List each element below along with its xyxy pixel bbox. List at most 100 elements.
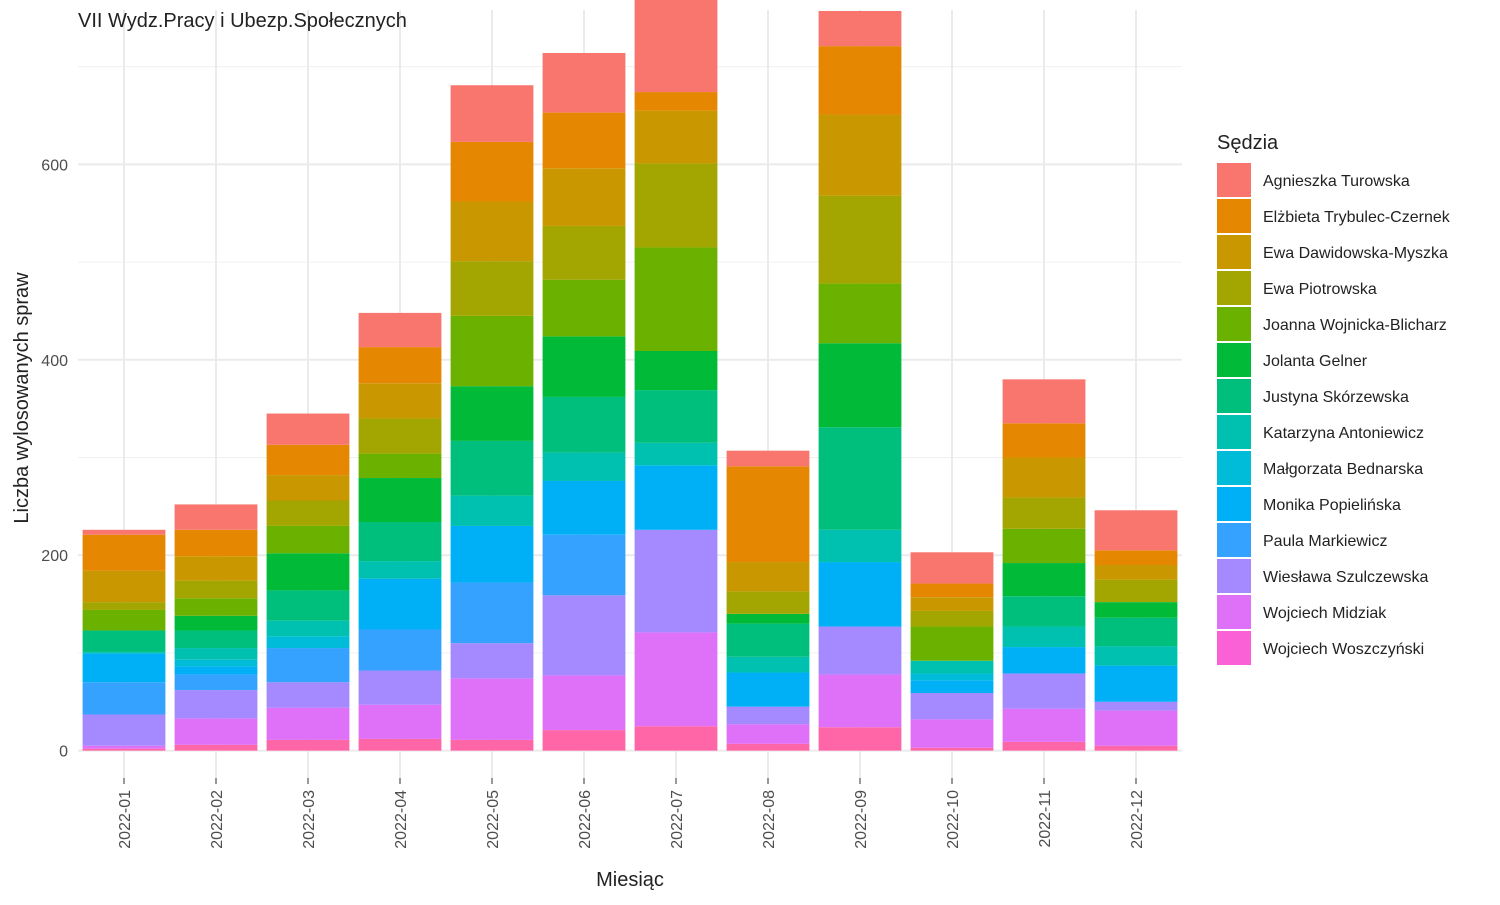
- bar-segment: [542, 112, 626, 169]
- bar-segment: [726, 672, 810, 707]
- legend-key: [1217, 163, 1251, 197]
- bar-segment: [82, 570, 166, 603]
- bar-segment: [82, 653, 166, 683]
- bar-segment: [910, 680, 994, 693]
- bar-segment: [1094, 745, 1178, 751]
- bar-segment: [266, 553, 350, 591]
- y-tick-label: 200: [41, 548, 68, 565]
- x-tick-label: 2022-06: [577, 790, 594, 849]
- bar-segment: [818, 427, 902, 530]
- legend-label: Wojciech Woszczyński: [1263, 641, 1424, 658]
- bar-segment: [82, 529, 166, 535]
- legend-key: [1217, 199, 1251, 233]
- bar-segment: [818, 626, 902, 675]
- bar-segment: [266, 590, 350, 621]
- bar-segment: [726, 591, 810, 614]
- legend-key: [1217, 451, 1251, 485]
- bar-segment: [450, 678, 534, 740]
- bar-segment: [82, 748, 166, 751]
- bar-segment: [634, 92, 718, 111]
- legend-key: [1217, 343, 1251, 377]
- bar-segment: [1094, 510, 1178, 551]
- bar-segment: [174, 556, 258, 581]
- bar-segment: [634, 247, 718, 352]
- legend-label: Paula Markiewicz: [1263, 533, 1387, 550]
- bar-segment: [174, 529, 258, 557]
- bar-segment: [174, 690, 258, 719]
- bar-segment: [450, 85, 534, 142]
- bar-segment: [542, 52, 626, 113]
- bar-segment: [82, 652, 166, 654]
- bar-segment: [542, 279, 626, 337]
- bar-segment: [818, 562, 902, 627]
- bar-segment: [818, 343, 902, 428]
- bar-segment: [1094, 710, 1178, 746]
- bar-segment: [818, 674, 902, 728]
- bar-segment: [174, 659, 258, 667]
- bar-segment: [266, 475, 350, 501]
- bar-segment: [726, 623, 810, 657]
- bar-segment: [450, 525, 534, 583]
- bar-segment: [174, 674, 258, 691]
- bar-segment: [174, 744, 258, 751]
- bar-segment: [1094, 579, 1178, 603]
- bar-segment: [82, 534, 166, 571]
- bar-segment: [82, 745, 166, 749]
- bar-segment: [818, 529, 902, 563]
- bar-segment: [450, 141, 534, 202]
- legend-key: [1217, 271, 1251, 305]
- bar-segment: [1002, 708, 1086, 742]
- bar-segment: [450, 315, 534, 387]
- bar-segment: [1002, 673, 1086, 709]
- bar-segment: [1094, 665, 1178, 702]
- bar-segment: [358, 561, 442, 579]
- bar-segment: [1094, 602, 1178, 618]
- bar-segment: [266, 707, 350, 740]
- bar-segment: [910, 673, 994, 681]
- y-tick-label: 0: [59, 744, 68, 761]
- legend-key: [1217, 307, 1251, 341]
- bar-segment: [542, 730, 626, 751]
- bar-segment: [634, 0, 718, 93]
- bar-segment: [542, 534, 626, 596]
- bar-segment: [726, 724, 810, 744]
- bar-segment: [726, 613, 810, 624]
- legend-label: Elżbieta Trybulec-Czernek: [1263, 209, 1451, 226]
- x-axis-label: Miesiąc: [596, 869, 664, 891]
- x-tick-label: 2022-08: [761, 790, 778, 849]
- bar-segment: [634, 465, 718, 530]
- bar-segment: [266, 413, 350, 445]
- bar-segment: [542, 675, 626, 731]
- bar-segment: [1002, 626, 1086, 648]
- chart-title: VII Wydz.Pracy i Ubezp.Społecznych: [78, 10, 407, 32]
- y-axis: 0 200 400 600: [41, 157, 68, 760]
- legend-label: Wiesława Szulczewska: [1263, 569, 1428, 586]
- bar-segment: [1002, 497, 1086, 529]
- legend-label: Monika Popielińska: [1263, 497, 1401, 514]
- legend-label: Małgorzata Bednarska: [1263, 461, 1423, 478]
- bar-segment: [542, 480, 626, 535]
- legend-label: Ewa Dawidowska-Myszka: [1263, 245, 1448, 262]
- y-tick-label: 600: [41, 157, 68, 174]
- bar-segment: [726, 450, 810, 467]
- bar-segment: [910, 583, 994, 598]
- bar-segment: [726, 743, 810, 751]
- bar-segment: [82, 682, 166, 715]
- legend-key: [1217, 595, 1251, 629]
- x-axis: 2022-01 2022-02 2022-03 2022-04 2022-05 2022-…: [117, 778, 1146, 849]
- bar-segment: [82, 651, 166, 653]
- bar-segment: [82, 609, 166, 631]
- bar-segment: [266, 682, 350, 708]
- bar-segment: [174, 504, 258, 530]
- bar-segment: [1002, 647, 1086, 674]
- bar-segment: [818, 727, 902, 751]
- bar-segment: [1002, 563, 1086, 597]
- bar-segment: [634, 390, 718, 443]
- y-tick-label: 400: [41, 353, 68, 370]
- legend: Sędzia Agnieszka Turowska Elżbieta Trybul…: [1217, 132, 1451, 665]
- legend-key: [1217, 487, 1251, 521]
- bar-segment: [174, 666, 258, 675]
- bar-segment: [542, 452, 626, 481]
- legend-key: [1217, 235, 1251, 269]
